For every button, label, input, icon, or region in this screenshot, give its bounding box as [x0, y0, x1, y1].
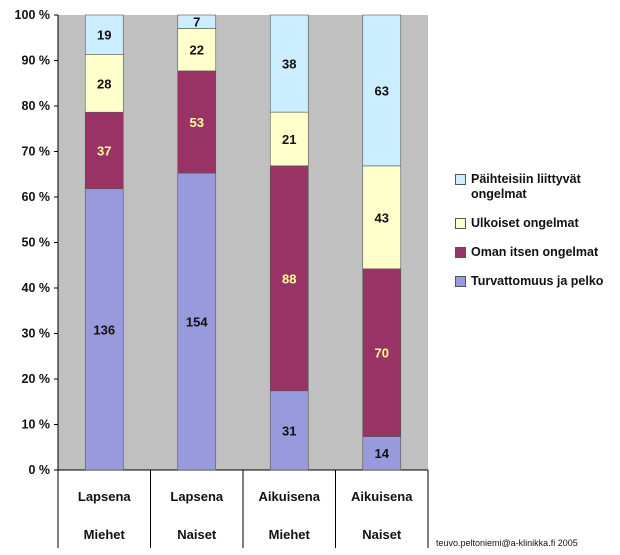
legend-label-turvattomuus: Turvattomuus ja pelko [471, 274, 604, 288]
data-label: 88 [282, 271, 296, 286]
bar-segment [84, 188, 124, 471]
y-tick-label: 40 % [22, 281, 51, 295]
y-tick-label: 30 % [22, 327, 51, 341]
bar-segment [177, 172, 217, 471]
bar-segment [362, 165, 402, 270]
data-label: 70 [375, 346, 389, 361]
data-label: 7 [193, 15, 200, 30]
bar-segment [177, 14, 217, 29]
bar-segment [269, 14, 309, 113]
category-label: Lapsena [170, 489, 224, 504]
y-tick-label: 10 % [22, 418, 51, 432]
bar-segment [269, 390, 309, 471]
legend-swatch-oman-itsen [455, 247, 466, 258]
y-tick-label: 0 % [28, 463, 50, 477]
y-tick-label: 60 % [22, 190, 51, 204]
legend-swatch-paihteisiin [455, 174, 466, 185]
legend-swatch-turvattomuus [455, 276, 466, 287]
category-label: Aikuisena [351, 489, 413, 504]
data-label: 31 [282, 423, 296, 438]
category-group-label: Naiset [177, 527, 217, 542]
y-tick-label: 100 % [15, 8, 50, 22]
bar-segment [84, 14, 124, 55]
bar-segment [177, 28, 217, 72]
y-tick-label: 90 % [22, 54, 51, 68]
legend-label-paihteisiin-line1: Päihteisiin liittyvät [471, 172, 581, 186]
data-label: 154 [186, 315, 208, 330]
data-label: 21 [282, 132, 296, 147]
bar-segment [84, 111, 124, 190]
category-group-label: Miehet [269, 527, 311, 542]
bar-segment [269, 165, 309, 392]
legend-swatch-ulkoiset [455, 218, 466, 229]
legend-label-paihteisiin-line2: ongelmat [471, 187, 527, 201]
category-label: Lapsena [78, 489, 132, 504]
legend-item-paihteisiin: Päihteisiin liittyvät ongelmat [455, 172, 620, 202]
bar-segment [84, 53, 124, 113]
data-label: 14 [375, 446, 390, 461]
data-label: 19 [97, 28, 111, 43]
data-label: 63 [375, 83, 389, 98]
category-group-label: Naiset [362, 527, 402, 542]
data-label: 136 [93, 322, 115, 337]
data-label: 28 [97, 76, 111, 91]
category-group-label: Miehet [84, 527, 126, 542]
bar-segment [177, 70, 217, 174]
y-tick-label: 80 % [22, 99, 51, 113]
y-tick-label: 20 % [22, 372, 51, 386]
bar-segment [269, 111, 309, 167]
data-label: 38 [282, 57, 296, 72]
data-label: 43 [375, 210, 389, 225]
y-tick-label: 50 % [22, 236, 51, 250]
data-label: 53 [190, 115, 204, 130]
bar-segment [362, 14, 402, 167]
chart-legend: Päihteisiin liittyvät ongelmat Ulkoiset … [455, 172, 620, 303]
y-tick-label: 70 % [22, 145, 51, 159]
legend-item-ulkoiset: Ulkoiset ongelmat [455, 216, 620, 231]
data-label: 37 [97, 143, 111, 158]
bar-segment [362, 268, 402, 437]
legend-label-ulkoiset: Ulkoiset ongelmat [471, 216, 579, 230]
credit-text: teuvo.peltoniemi@a-klinikka.fi 2005 [436, 538, 578, 548]
data-label: 22 [190, 43, 204, 58]
category-label: Aikuisena [259, 489, 321, 504]
legend-item-turvattomuus: Turvattomuus ja pelko [455, 274, 620, 289]
legend-label-oman-itsen: Oman itsen ongelmat [471, 245, 599, 259]
legend-item-oman-itsen: Oman itsen ongelmat [455, 245, 620, 260]
